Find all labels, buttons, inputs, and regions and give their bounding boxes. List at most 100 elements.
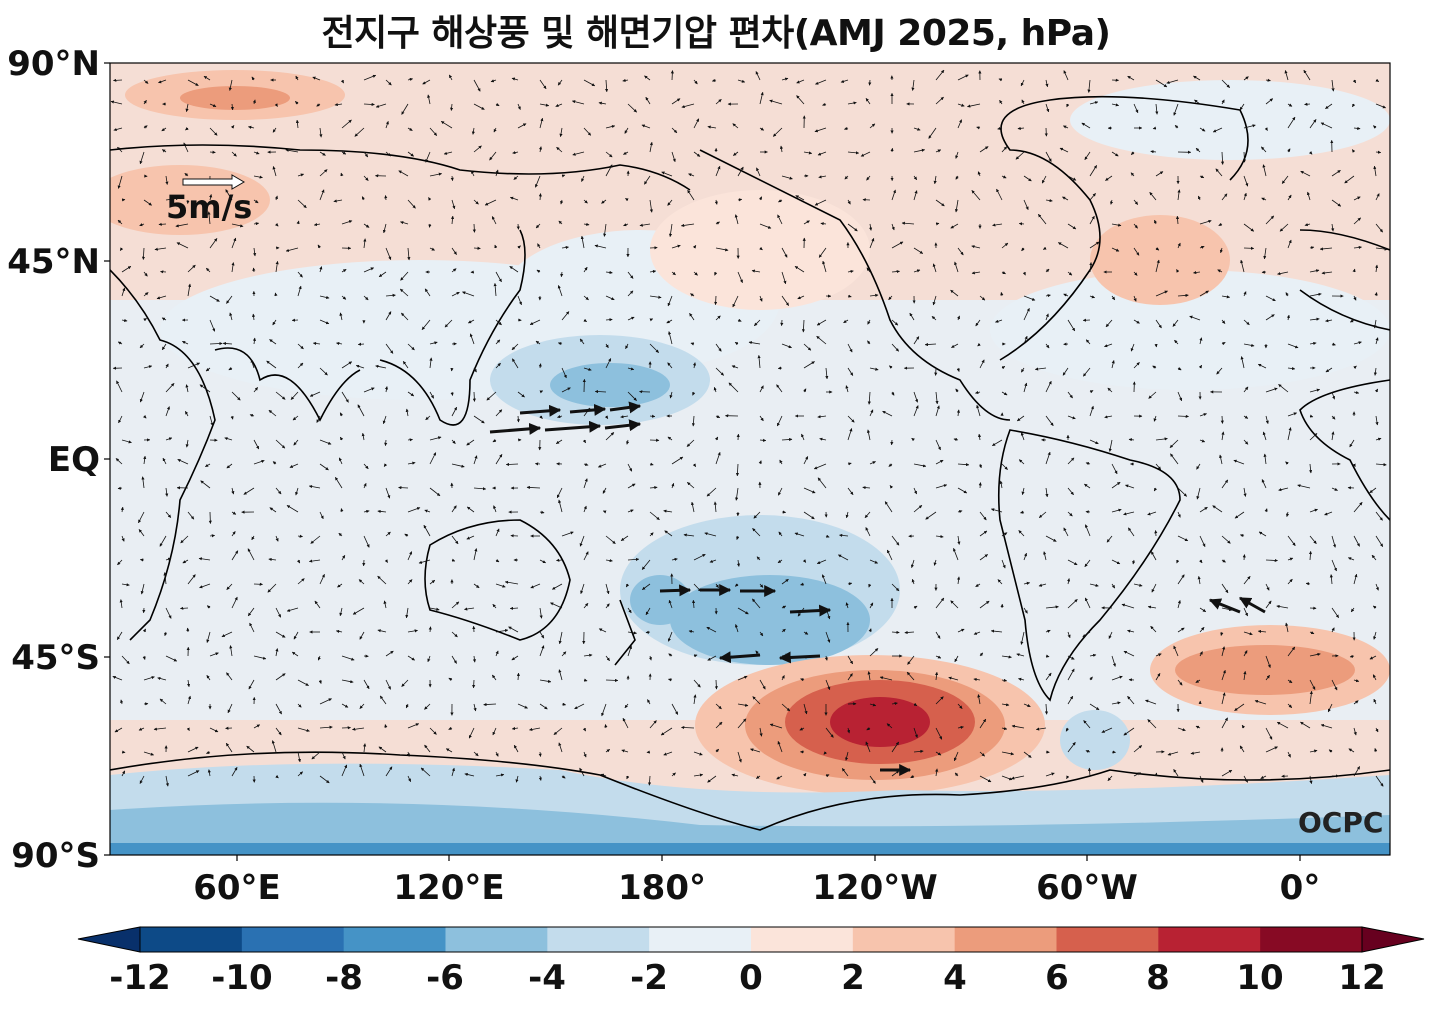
wind-vector [1287, 103, 1293, 107]
wind-vector [363, 151, 369, 158]
wind-vector [1261, 197, 1267, 201]
wind-vector [252, 337, 257, 345]
wind-vector [817, 151, 827, 156]
wind-vector [313, 222, 321, 227]
wind-vector [297, 343, 304, 350]
wind-vector [539, 79, 547, 90]
wind-vector [354, 127, 365, 137]
wind-vector [781, 77, 789, 81]
wind-vector [209, 295, 220, 302]
wind-vector [158, 79, 167, 84]
wind-vector [622, 78, 629, 83]
wind-vector [1045, 198, 1053, 203]
wind-vector [1111, 223, 1122, 227]
wind-vector [495, 271, 502, 283]
wind-vector [913, 269, 921, 273]
wind-vector [995, 319, 1003, 323]
wind-vector [231, 237, 237, 249]
wind-vector [118, 415, 123, 424]
wind-vector [491, 216, 497, 225]
wind-vector [1331, 391, 1336, 400]
wind-vector [681, 103, 695, 109]
wind-vector [185, 127, 189, 131]
wind-vector [1325, 319, 1333, 323]
wind-vector [143, 318, 147, 322]
wind-vector [401, 103, 409, 115]
wind-vector [1130, 172, 1135, 177]
wind-vector [1375, 223, 1384, 233]
wind-vector [847, 294, 852, 298]
wind-vector [341, 220, 353, 225]
wind-vector [667, 362, 673, 369]
wind-vector [803, 151, 813, 155]
colorbar-tick-label: -10 [211, 958, 273, 998]
wind-vector [429, 341, 438, 345]
wind-vector [1263, 247, 1267, 260]
wind-vector [274, 292, 278, 297]
wind-vector [490, 79, 497, 83]
wind-vector [781, 271, 787, 285]
wind-vector [493, 282, 497, 297]
wind-vector [339, 412, 343, 417]
wind-vector [470, 170, 475, 177]
wind-vector [1085, 339, 1091, 345]
wind-vector [688, 173, 695, 177]
colorbar-tick-label: -6 [426, 958, 464, 998]
wind-vector [538, 751, 542, 757]
wind-vector [296, 220, 300, 225]
wind-vector [680, 223, 695, 227]
wind-vector [428, 197, 432, 201]
wind-vector [932, 263, 937, 273]
wind-vector [272, 127, 277, 133]
wind-vector [671, 151, 676, 163]
wind-vector [1174, 339, 1179, 345]
wind-vector [421, 319, 431, 330]
wind-vector [692, 362, 697, 369]
wind-vector [715, 165, 721, 177]
wind-vector [649, 199, 653, 213]
wind-vector [450, 391, 454, 396]
wind-vector [778, 651, 821, 664]
x-tick-label: 120°W [812, 868, 938, 908]
wind-vector [781, 343, 792, 349]
wind-vector [1148, 391, 1157, 399]
wind-vector [649, 269, 657, 274]
wind-vector [1154, 219, 1158, 225]
wind-vector [1303, 69, 1311, 81]
wind-vector [1265, 78, 1271, 82]
wind-vector [869, 367, 879, 371]
wind-vector [535, 223, 541, 229]
wind-vector [583, 295, 589, 301]
ocpc-logo: OCPC [1298, 806, 1384, 839]
colorbar-cell [140, 927, 243, 952]
y-tick-label: EQ [47, 440, 100, 480]
wind-vector [711, 78, 717, 82]
wind-vector [714, 199, 718, 205]
wind-vector [516, 223, 520, 230]
colorbar-tick-label: 12 [1338, 958, 1386, 998]
colorbar-cell [547, 927, 650, 952]
wind-vector [1177, 293, 1189, 298]
wind-vector [557, 79, 563, 86]
wind-vector [539, 390, 544, 394]
wind-vector [967, 103, 981, 108]
wind-vector [643, 175, 651, 185]
wind-vector [139, 223, 145, 227]
wind-vector [1111, 151, 1119, 157]
wind-vector [815, 79, 827, 85]
wind-vector [183, 142, 189, 153]
wind-vector [1045, 79, 1049, 88]
wind-vector [1321, 271, 1333, 275]
wind-vector [117, 146, 123, 153]
wind-vector [847, 223, 858, 232]
wind-vector [623, 151, 629, 155]
wind-vector [1215, 168, 1223, 177]
wind-vector [1172, 319, 1179, 327]
wind-vector [249, 414, 255, 418]
wind-vector [222, 341, 233, 346]
wind-vector [341, 119, 352, 129]
wind-vector [559, 127, 563, 138]
wind-vector [1221, 342, 1226, 346]
wind-vector [847, 199, 851, 205]
wind-vector [384, 386, 389, 393]
